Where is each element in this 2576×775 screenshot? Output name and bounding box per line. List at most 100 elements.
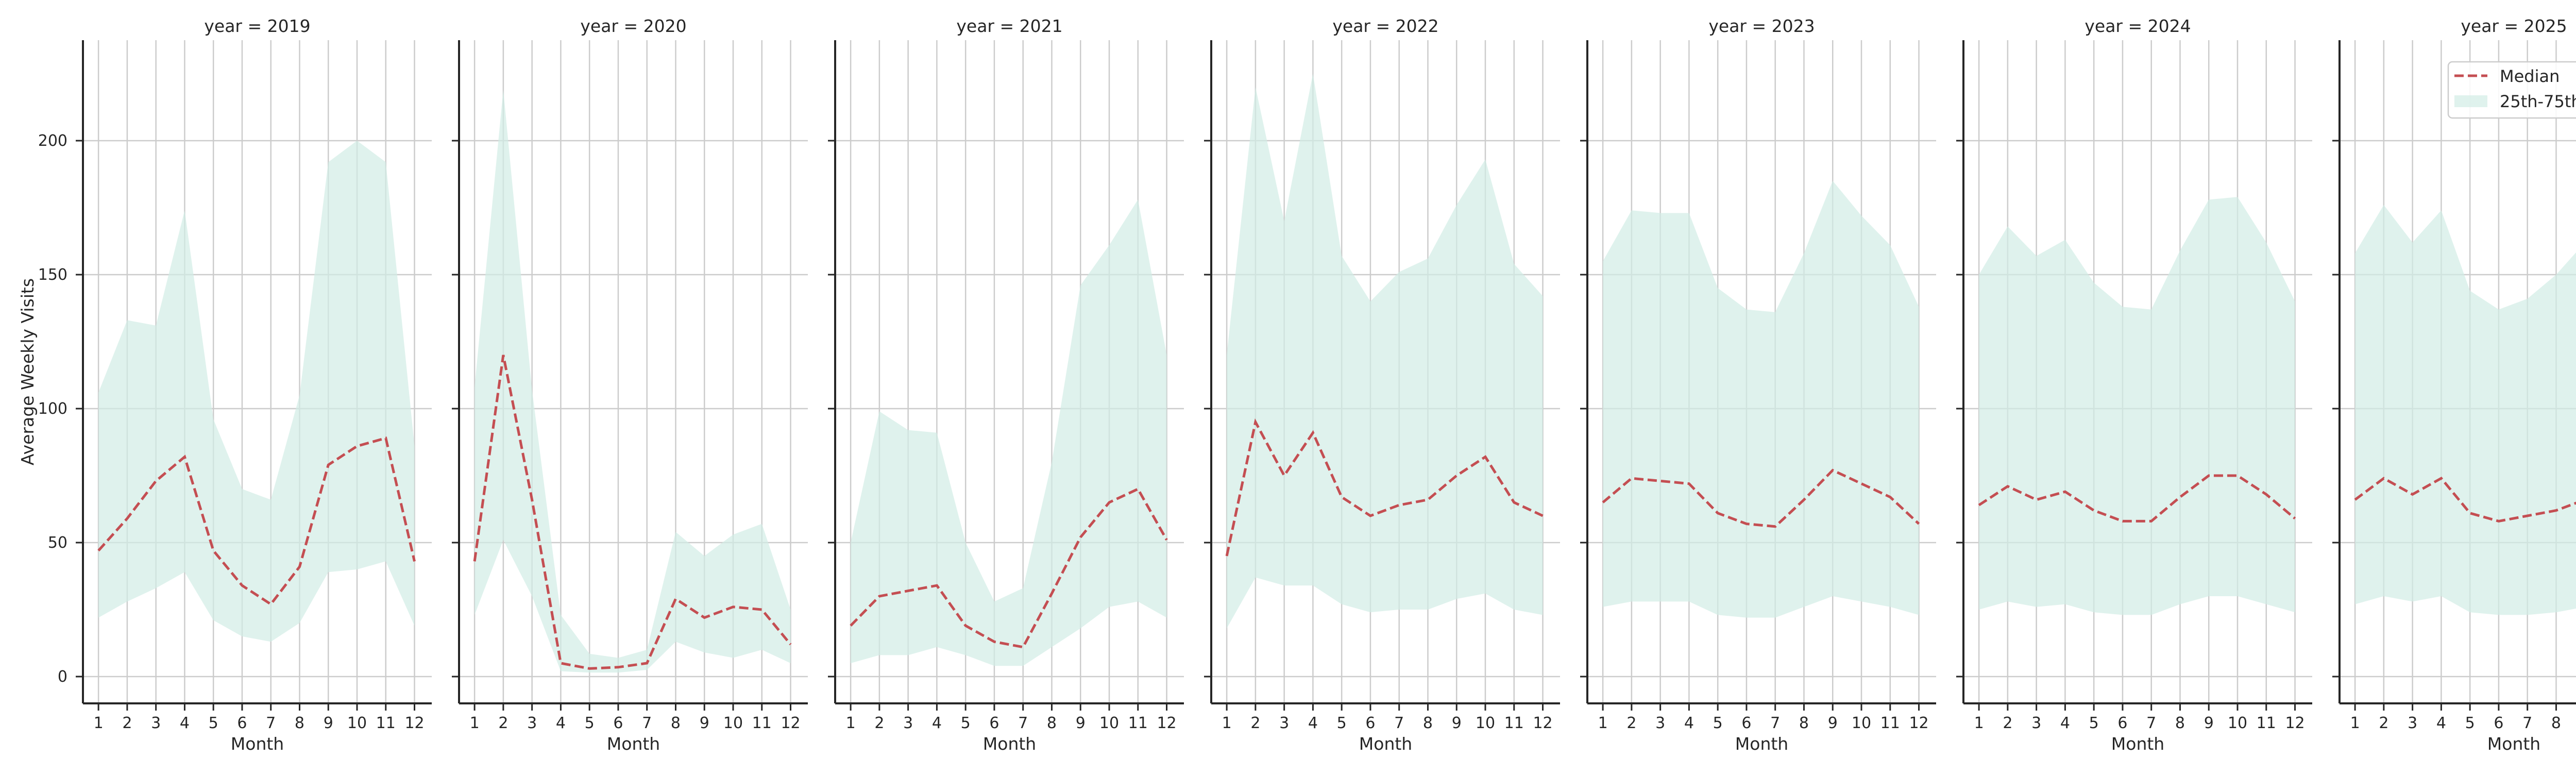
x-tick-label: 8 (1799, 714, 1809, 732)
x-tick-label: 6 (1741, 714, 1751, 732)
x-tick-label: 6 (1365, 714, 1375, 732)
x-tick-label: 7 (2522, 714, 2532, 732)
x-tick-label: 3 (2408, 714, 2417, 732)
x-tick-label: 9 (324, 714, 333, 732)
y-tick-label: 200 (38, 132, 67, 150)
x-tick-label: 7 (266, 714, 276, 732)
x-tick-label: 12 (2285, 714, 2304, 732)
x-tick-label: 10 (1852, 714, 1871, 732)
x-tick-label: 11 (1128, 714, 1148, 732)
x-tick-label: 4 (1308, 714, 1318, 732)
x-tick-label: 1 (1598, 714, 1608, 732)
percentile-band-2024 (1979, 197, 2295, 615)
x-tick-label: 12 (781, 714, 800, 732)
x-tick-label: 2 (1626, 714, 1636, 732)
percentile-band-2021 (851, 199, 1166, 666)
percentile-band-2019 (98, 141, 414, 642)
x-tick-label: 4 (556, 714, 566, 732)
x-tick-label: 3 (151, 714, 161, 732)
x-tick-label: 7 (1018, 714, 1028, 732)
x-tick-label: 12 (1157, 714, 1176, 732)
y-tick-label: 100 (38, 400, 67, 418)
x-tick-label: 8 (295, 714, 304, 732)
x-axis-label: Month (607, 734, 660, 754)
x-tick-label: 10 (1476, 714, 1495, 732)
x-tick-label: 5 (1337, 714, 1347, 732)
x-axis-label: Month (983, 734, 1036, 754)
x-tick-label: 5 (2465, 714, 2475, 732)
x-tick-label: 6 (989, 714, 999, 732)
x-tick-label: 5 (2089, 714, 2099, 732)
x-tick-label: 1 (1974, 714, 1984, 732)
x-tick-label: 4 (2436, 714, 2446, 732)
x-tick-label: 2 (874, 714, 884, 732)
x-tick-label: 9 (700, 714, 709, 732)
x-tick-label: 12 (1909, 714, 1928, 732)
percentile-band-2023 (1603, 181, 1919, 618)
x-tick-label: 4 (2060, 714, 2070, 732)
y-axis-label: Average Weekly Visits (18, 278, 38, 465)
y-tick-label: 0 (58, 668, 67, 686)
x-tick-label: 11 (752, 714, 772, 732)
x-tick-label: 7 (1394, 714, 1404, 732)
y-tick-label: 150 (38, 266, 67, 284)
x-tick-label: 6 (613, 714, 623, 732)
x-tick-label: 5 (585, 714, 595, 732)
x-tick-label: 2 (122, 714, 132, 732)
x-tick-label: 6 (2117, 714, 2127, 732)
facet-title: year = 2025 (2461, 16, 2567, 36)
x-tick-label: 8 (2175, 714, 2185, 732)
x-tick-label: 10 (1099, 714, 1119, 732)
x-tick-label: 12 (1533, 714, 1552, 732)
x-tick-label: 9 (1452, 714, 1462, 732)
x-tick-label: 1 (846, 714, 856, 732)
x-tick-label: 3 (903, 714, 913, 732)
y-tick-label: 50 (48, 534, 67, 552)
x-tick-label: 4 (932, 714, 942, 732)
x-tick-label: 10 (723, 714, 743, 732)
x-tick-label: 3 (527, 714, 537, 732)
percentile-band-2020 (474, 90, 790, 672)
x-axis-label: Month (1359, 734, 1412, 754)
x-axis-label: Month (2487, 734, 2540, 754)
x-tick-label: 10 (347, 714, 367, 732)
x-tick-label: 8 (671, 714, 681, 732)
x-tick-label: 11 (376, 714, 396, 732)
facet-title: year = 2019 (204, 16, 310, 36)
x-tick-label: 2 (2003, 714, 2012, 732)
legend-band-swatch (2454, 95, 2487, 107)
facet-title: year = 2022 (1332, 16, 1438, 36)
x-axis-label: Month (231, 734, 284, 754)
x-tick-label: 1 (94, 714, 104, 732)
x-tick-label: 5 (1713, 714, 1723, 732)
x-tick-label: 5 (961, 714, 971, 732)
x-tick-label: 2 (498, 714, 508, 732)
x-tick-label: 9 (1076, 714, 1086, 732)
x-tick-label: 6 (237, 714, 247, 732)
percentile-band-2025 (2355, 205, 2576, 615)
x-tick-label: 2 (2379, 714, 2388, 732)
x-tick-label: 12 (404, 714, 424, 732)
x-tick-label: 8 (2551, 714, 2561, 732)
x-tick-label: 3 (1279, 714, 1289, 732)
percentile-band-2022 (1227, 74, 1543, 628)
x-tick-label: 9 (2204, 714, 2214, 732)
legend-label-median: Median (2500, 66, 2560, 86)
x-tick-label: 8 (1047, 714, 1057, 732)
x-axis-label: Month (2111, 734, 2164, 754)
x-tick-label: 3 (2031, 714, 2041, 732)
x-tick-label: 1 (1222, 714, 1232, 732)
x-tick-label: 10 (2228, 714, 2247, 732)
x-tick-label: 1 (470, 714, 480, 732)
x-tick-label: 7 (2146, 714, 2156, 732)
x-tick-label: 9 (1828, 714, 1838, 732)
x-tick-label: 11 (2257, 714, 2276, 732)
